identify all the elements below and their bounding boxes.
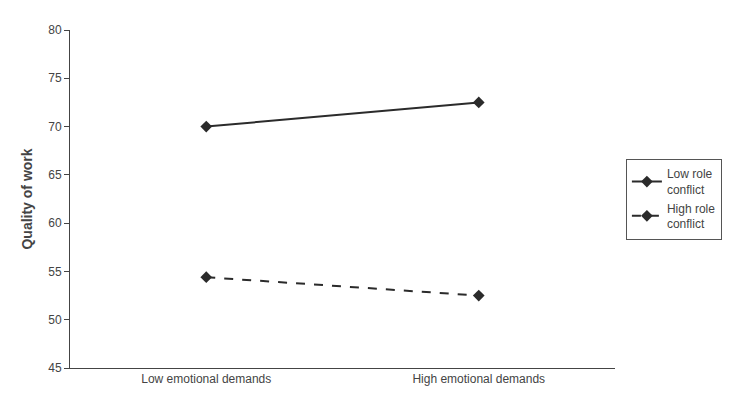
svg-text:High roleconflict: High roleconflict: [667, 202, 715, 232]
svg-text:55: 55: [48, 265, 62, 279]
svg-text:45: 45: [48, 361, 62, 375]
svg-text:65: 65: [48, 168, 62, 182]
svg-text:Low emotional demands: Low emotional demands: [141, 372, 271, 386]
svg-text:50: 50: [48, 313, 62, 327]
svg-text:60: 60: [48, 216, 62, 230]
svg-text:75: 75: [48, 71, 62, 85]
svg-text:High emotional demands: High emotional demands: [412, 372, 545, 386]
svg-text:70: 70: [48, 120, 62, 134]
svg-text:Low roleconflict: Low roleconflict: [667, 167, 713, 197]
svg-text:80: 80: [48, 23, 62, 37]
svg-text:Quality of work: Quality of work: [19, 148, 35, 249]
